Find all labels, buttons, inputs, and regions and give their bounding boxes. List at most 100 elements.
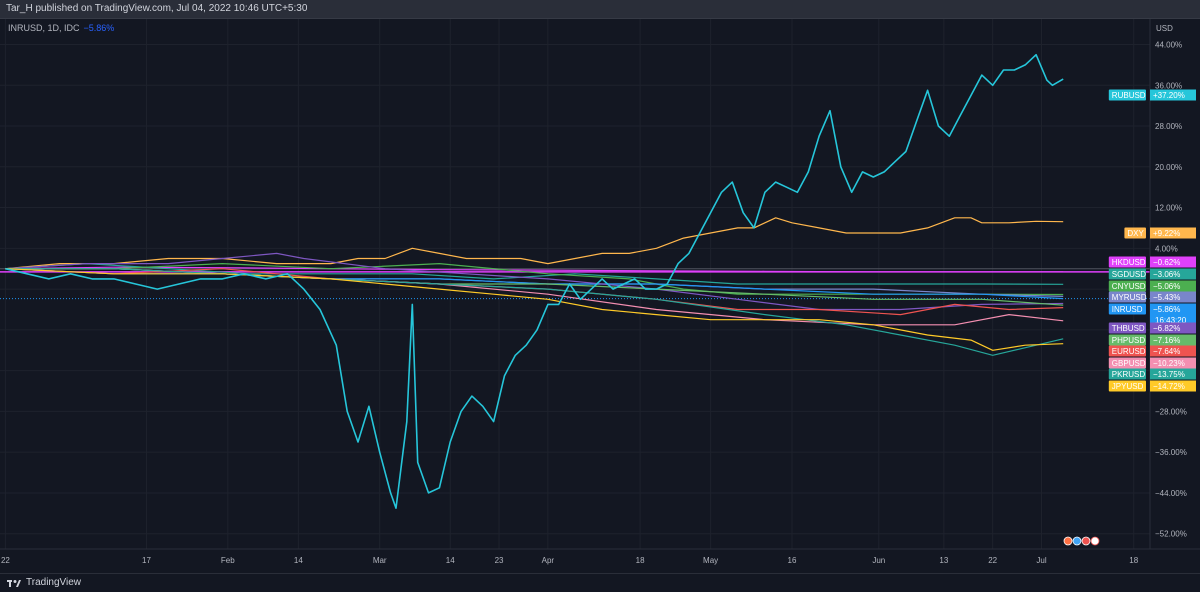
brand-name: TradingView <box>26 577 82 588</box>
series-line-hkdusd <box>5 266 1064 273</box>
value-label-dxy: DXY +9.22% <box>1124 227 1196 239</box>
x-tick-label: Feb <box>221 556 235 565</box>
x-tick-label: Mar <box>373 556 387 565</box>
y-tick-label: −52.00% <box>1155 530 1187 539</box>
x-tick-label: 16 <box>788 556 797 565</box>
label-value-bg <box>1150 322 1196 334</box>
y-tick-label: 20.00% <box>1155 163 1182 172</box>
label-series-value: −14.72% <box>1153 382 1185 391</box>
series-line-gbpusd <box>5 268 1064 326</box>
label-series-name: INRUSD <box>1112 305 1143 314</box>
series-lines <box>5 53 1064 509</box>
label-series-value: −13.75% <box>1153 370 1185 379</box>
symbol-name: INRUSD, 1D, IDC <box>8 23 80 33</box>
label-series-value: −5.06% <box>1153 282 1180 291</box>
value-label-phpusd: PHPUSD −7.16% <box>1108 334 1196 346</box>
label-series-value: −5.43% <box>1153 293 1180 302</box>
grid <box>0 19 1150 549</box>
x-tick-label: 17 <box>142 556 151 565</box>
label-series-value: −7.16% <box>1153 336 1180 345</box>
label-value-bg <box>1150 368 1196 380</box>
series-line-rubusd <box>5 53 1064 509</box>
x-tick-label: 14 <box>294 556 303 565</box>
flags-icon[interactable] <box>1063 536 1100 546</box>
publish-bar: Tar_H published on TradingView.com, Jul … <box>0 0 1200 19</box>
label-name-bg <box>1108 357 1146 369</box>
x-tick-label: Apr <box>542 556 555 565</box>
label-value-bg <box>1150 227 1196 239</box>
symbol-legend[interactable]: INRUSD, 1D, IDC −5.86% <box>8 23 114 33</box>
y-tick-label: −28.00% <box>1155 407 1187 416</box>
label-series-name: RUBUSD <box>1112 91 1146 100</box>
axis-unit: USD <box>1156 24 1173 33</box>
label-value-bg <box>1150 280 1196 292</box>
label-name-bg <box>1108 334 1146 346</box>
label-series-value: −5.86% <box>1153 305 1180 314</box>
y-tick-label: 4.00% <box>1155 244 1178 253</box>
label-series-value: +37.20% <box>1153 91 1185 100</box>
series-line-jpyusd <box>5 268 1064 351</box>
series-line-eurusd <box>5 268 1064 316</box>
tradingview-logo-icon <box>7 580 21 587</box>
label-value-bg <box>1150 303 1196 315</box>
value-label-rubusd: RUBUSD +37.20% <box>1108 89 1196 101</box>
x-tick-label: 14 <box>446 556 455 565</box>
publish-info: Tar_H published on TradingView.com, Jul … <box>6 3 308 14</box>
label-name-bg <box>1108 89 1146 101</box>
label-name-bg <box>1124 227 1146 239</box>
label-name-bg <box>1108 256 1146 268</box>
value-label-eurusd: EURUSD −7.64% <box>1108 345 1196 357</box>
label-value-bg <box>1150 268 1196 280</box>
x-tick-label: Jul <box>1036 556 1046 565</box>
x-tick-label: May <box>703 556 718 565</box>
y-tick-label: 12.00% <box>1155 204 1182 213</box>
label-name-bg <box>1108 268 1146 280</box>
label-series-value: −7.64% <box>1153 347 1180 356</box>
label-value-bg <box>1150 357 1196 369</box>
label-value-bg <box>1150 380 1196 392</box>
label-series-name: SGDUSD <box>1112 270 1146 279</box>
value-label-hkdusd: HKDUSD −0.62% <box>1108 256 1196 268</box>
label-series-name: EURUSD <box>1112 347 1146 356</box>
y-tick-label: 36.00% <box>1155 81 1182 90</box>
value-label-inrusd: INRUSD −5.86% 16:43:20 <box>1108 303 1196 326</box>
label-series-value: −10.23% <box>1153 359 1185 368</box>
symbol-change: −5.86% <box>83 23 115 33</box>
x-tick-label: 18 <box>1129 556 1138 565</box>
label-series-name: THBUSD <box>1112 324 1145 333</box>
label-series-name: MYRUSD <box>1112 293 1147 302</box>
series-line-pkrusd <box>5 268 1064 356</box>
label-series-value: +9.22% <box>1153 229 1180 238</box>
value-label-gbpusd: GBPUSD −10.23% <box>1108 357 1196 369</box>
label-series-value: −6.82% <box>1153 324 1180 333</box>
label-name-bg <box>1108 322 1146 334</box>
x-tick-label: 23 <box>495 556 504 565</box>
label-name-bg <box>1108 368 1146 380</box>
label-series-name: CNYUSD <box>1112 282 1146 291</box>
y-tick-label: −44.00% <box>1155 489 1187 498</box>
bar-countdown: 16:43:20 <box>1155 316 1187 325</box>
y-tick-label: −36.00% <box>1155 448 1187 457</box>
label-series-name: PKRUSD <box>1112 370 1146 379</box>
label-name-bg <box>1108 345 1146 357</box>
value-label-thbusd: THBUSD −6.82% <box>1108 322 1196 334</box>
value-label-sgdusd: SGDUSD −3.06% <box>1108 268 1196 280</box>
time-axis[interactable]: 22 17 Feb 14 Mar 14 23 Apr 18 May 16 Jun 13 22 Jul 18 <box>0 548 1200 565</box>
value-label-pkrusd: PKRUSD −13.75% <box>1108 368 1196 380</box>
label-value-bg <box>1150 256 1196 268</box>
label-name-bg <box>1108 280 1146 292</box>
footer-bar: TradingView <box>0 573 1200 592</box>
label-value-bg <box>1150 334 1196 346</box>
label-name-bg <box>1108 291 1146 303</box>
label-series-name: GBPUSD <box>1112 359 1146 368</box>
x-tick-label: 13 <box>939 556 948 565</box>
x-tick-label: 22 <box>1 556 10 565</box>
label-name-bg <box>1108 380 1146 392</box>
label-series-name: JPYUSD <box>1112 382 1144 391</box>
label-series-name: PHPUSD <box>1112 336 1146 345</box>
chart-canvas[interactable]: USD 44.00% 36.00% 28.00% 20.00% 12.00% 4.00% −4… <box>0 19 1200 573</box>
value-label-cnyusd: CNYUSD −5.06% <box>1108 280 1196 292</box>
value-label-myrusd: MYRUSD −5.43% <box>1108 291 1196 303</box>
label-series-name: HKDUSD <box>1112 258 1146 267</box>
label-series-value: −3.06% <box>1153 270 1180 279</box>
